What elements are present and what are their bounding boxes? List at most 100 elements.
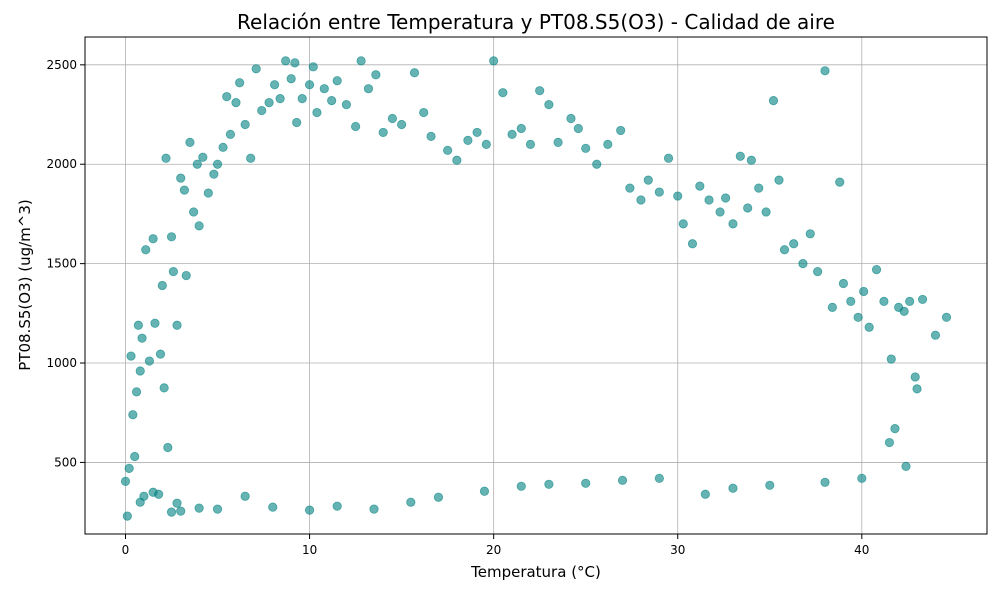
data-point [864,322,874,332]
x-axis-label: Temperatura (°C) [470,563,601,581]
data-point [312,107,322,118]
data-point [172,320,182,330]
data-point [286,74,296,84]
data-point [231,98,241,108]
data-point [122,511,132,521]
data-point [463,135,473,145]
data-point [235,78,245,88]
data-point [185,137,195,147]
axis-ticks: 0 10 20 30 40 500 1000 1500 2000 2500 [46,58,869,557]
data-point [166,232,177,242]
data-point [192,159,202,169]
y-tick-label: 1500 [46,257,77,271]
data-point [535,86,545,96]
data-point [930,330,941,340]
data-point [573,123,583,134]
data-point [131,387,142,397]
data-point [654,473,664,483]
data-point [397,119,407,130]
data-point [728,219,738,229]
data-point [886,354,896,364]
data-point [270,80,280,90]
data-point [157,280,167,291]
data-point [433,492,444,502]
data-point [917,294,928,305]
data-point [257,105,267,116]
plot-frame [84,36,988,535]
data-point [857,473,867,483]
y-axis-label: PT08.S5(O3) (ug/m^3) [16,199,34,370]
data-point [133,320,143,330]
data-point [356,56,366,66]
data-point [203,188,213,198]
data-point [941,312,952,322]
data-point [553,137,563,147]
data-point [290,58,300,68]
data-point [148,487,158,497]
data-point [166,507,177,517]
data-point [687,239,698,249]
y-tick-label: 500 [54,455,77,469]
data-point [194,221,204,231]
data-point [779,245,790,255]
data-point [846,296,856,307]
data-point [728,483,738,493]
data-point [636,195,646,205]
data-point [899,306,909,316]
data-point [172,498,182,508]
data-point [225,129,236,140]
x-tick-label: 30 [670,543,685,557]
data-point [387,113,398,124]
data-point [695,181,705,191]
data-point [805,229,815,239]
data-point [194,503,204,513]
data-point [176,173,186,183]
data-point [137,333,147,343]
data-point [163,442,173,453]
data-point [746,155,756,165]
data-point [761,207,771,217]
data-point [592,159,602,169]
data-point [419,107,429,118]
data-point [813,266,823,277]
data-points [120,56,952,521]
data-point [912,384,922,394]
data-point [910,372,920,382]
data-point [212,159,223,169]
data-point [181,270,191,281]
data-point [155,349,166,359]
data-point [673,191,683,201]
data-point [168,266,178,277]
data-point [581,478,591,488]
data-point [663,153,674,163]
data-point [150,318,160,328]
data-point [304,80,315,90]
data-point [327,96,337,106]
data-point [735,151,745,161]
data-point [426,131,436,141]
data-point [240,491,250,501]
x-tick-label: 10 [302,543,317,557]
x-tick-label: 40 [854,543,869,557]
data-point [240,119,250,130]
data-point [715,207,725,217]
data-point [141,245,151,255]
data-point [765,480,775,490]
data-point [406,497,416,507]
data-point [544,99,554,110]
data-point [643,175,653,185]
data-point [251,64,261,74]
data-point [218,142,228,152]
data-point [124,463,134,473]
x-tick-label: 0 [122,543,130,557]
data-point [209,169,219,179]
data-point [371,70,381,80]
data-point [304,505,315,515]
data-point [754,183,764,193]
data-point [838,278,849,289]
data-point [332,76,342,86]
data-point [264,98,274,108]
data-point [130,451,140,462]
data-point [768,96,779,106]
data-point [369,504,379,514]
